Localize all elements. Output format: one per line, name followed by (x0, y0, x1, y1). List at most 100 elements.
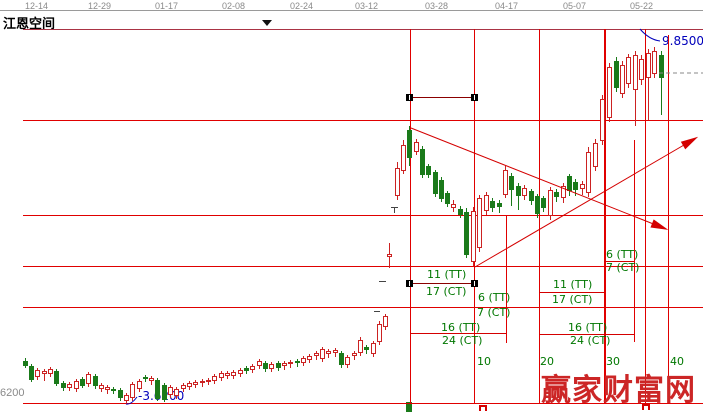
candle-wick (157, 378, 158, 380)
measure-handle[interactable] (406, 280, 413, 287)
candle-wick (95, 374, 96, 376)
candle-wick (63, 381, 64, 383)
candle-wick (316, 356, 317, 360)
candle-wick (189, 387, 190, 390)
candle-wick (616, 88, 617, 92)
candlestick (143, 375, 148, 382)
measure-line[interactable] (409, 283, 474, 284)
candlestick (118, 388, 123, 401)
measure-line[interactable] (409, 97, 474, 98)
measure-handle[interactable] (406, 94, 413, 101)
candlestick (29, 364, 34, 382)
candle-body (633, 55, 638, 90)
measure-handle[interactable] (471, 94, 478, 101)
candle-wick (214, 381, 215, 384)
candle-wick (316, 351, 317, 353)
dropdown-triangle-icon[interactable] (262, 20, 272, 26)
candlestick (155, 378, 160, 401)
candle-wick (63, 388, 64, 391)
candlestick (244, 366, 249, 374)
candlestick (74, 379, 79, 392)
candle-wick (403, 140, 404, 145)
candle-wick (297, 363, 298, 367)
candle-wick (233, 370, 234, 372)
candlestick (212, 374, 217, 384)
candle-body (652, 51, 657, 74)
candle-body (137, 381, 142, 389)
measure-handle[interactable] (471, 280, 478, 287)
bar-count-label: 40 (670, 355, 684, 368)
candlestick (314, 351, 319, 360)
candle-wick (208, 382, 209, 385)
candle-wick (403, 171, 404, 174)
candle-body (225, 373, 230, 376)
candlestick (238, 368, 243, 377)
candle-wick (641, 80, 642, 85)
candle-wick (341, 351, 342, 353)
candle-wick (347, 355, 348, 357)
candle-body (35, 370, 40, 377)
candle-body (168, 387, 173, 395)
candle-wick (132, 382, 133, 384)
candle-body (187, 383, 192, 387)
candle-wick (290, 364, 291, 368)
candle-wick (654, 47, 655, 51)
candle-body (143, 377, 148, 379)
candle-wick (120, 388, 121, 390)
gann-vertical-line (410, 29, 411, 403)
candle-body (99, 385, 104, 389)
candle-body (61, 383, 66, 388)
candle-wick (101, 383, 102, 385)
gann-horizontal-line (23, 215, 703, 216)
candle-wick (602, 95, 603, 99)
candle-body (607, 67, 612, 118)
candle-body (67, 384, 72, 388)
line-anchor-mark (479, 405, 487, 411)
candle-wick (69, 382, 70, 384)
candle-wick (635, 51, 636, 55)
candle-wick (278, 361, 279, 363)
candle-wick (271, 369, 272, 372)
gann-horizontal-line (23, 29, 703, 30)
candle-body (74, 381, 79, 389)
candle-body (93, 376, 98, 386)
tbar-mark (394, 208, 395, 213)
candlestick (626, 54, 631, 88)
candlestick (200, 379, 205, 387)
candlestick (219, 371, 224, 381)
candle-body (288, 362, 293, 364)
candle-wick (354, 356, 355, 360)
cycle-separator-line (410, 333, 506, 334)
candle-wick (208, 378, 209, 380)
candlestick (339, 351, 344, 368)
candlestick (67, 382, 72, 391)
candle-wick (145, 375, 146, 377)
candlestick (387, 243, 392, 268)
candlestick (162, 383, 167, 402)
left-axis-label: 6200 (0, 387, 25, 399)
cycle-count-label: 16 (TT) (441, 321, 481, 334)
candle-wick (164, 383, 165, 385)
candle-wick (82, 386, 83, 388)
candlestick (42, 369, 47, 381)
marker-bar (406, 402, 412, 412)
candlestick (105, 385, 110, 394)
candle-wick (609, 118, 610, 122)
candlestick (345, 355, 350, 368)
candle-body (464, 212, 469, 255)
cycle-count-label: 11 (TT) (553, 278, 593, 291)
candle-body (407, 130, 412, 158)
candle-wick (221, 371, 222, 373)
candle-wick (37, 368, 38, 370)
cycle-separator-line (539, 292, 604, 293)
candlestick (607, 63, 612, 122)
candle-wick (252, 370, 253, 373)
bar-count-label: 20 (540, 355, 554, 368)
candlestick (250, 364, 255, 373)
candle-body (646, 53, 651, 78)
bar-count-label: 10 (477, 355, 491, 368)
candle-wick (309, 360, 310, 363)
candle-wick (50, 374, 51, 377)
candle-wick (252, 364, 253, 366)
